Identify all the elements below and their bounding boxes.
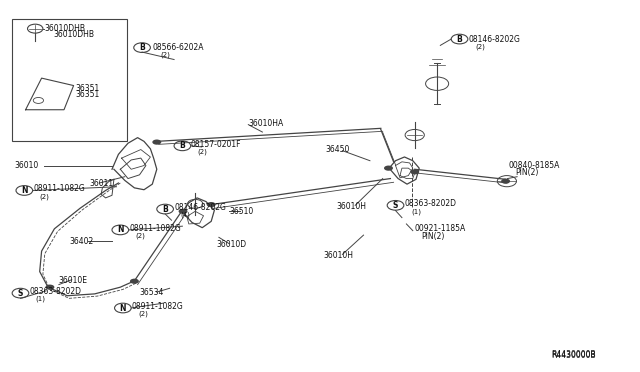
Text: 36010DHB: 36010DHB — [45, 24, 86, 33]
Text: (1): (1) — [36, 296, 46, 302]
Text: (2): (2) — [197, 148, 207, 155]
Text: 36534: 36534 — [140, 288, 164, 296]
Circle shape — [410, 169, 419, 174]
Text: 08911-1082G: 08911-1082G — [33, 185, 85, 193]
Text: B: B — [180, 141, 185, 150]
Text: 08566-6202A: 08566-6202A — [152, 43, 204, 52]
Text: PIN(2): PIN(2) — [421, 232, 445, 241]
Text: 36010DHB: 36010DHB — [53, 30, 94, 39]
Text: R4430000B: R4430000B — [552, 350, 596, 359]
Circle shape — [152, 140, 161, 145]
Text: (2): (2) — [40, 193, 49, 200]
Text: N: N — [21, 186, 28, 195]
Text: N: N — [117, 225, 124, 234]
Text: 36010D: 36010D — [216, 240, 246, 249]
Text: 36011: 36011 — [90, 179, 114, 187]
Text: N: N — [120, 304, 126, 312]
Text: (2): (2) — [136, 232, 145, 239]
Text: 08911-1082G: 08911-1082G — [132, 302, 184, 311]
Text: 36351: 36351 — [76, 84, 100, 93]
Text: (2): (2) — [138, 311, 148, 317]
Text: 36010: 36010 — [14, 161, 38, 170]
Text: 36010H: 36010H — [336, 202, 366, 211]
Text: 36010E: 36010E — [59, 276, 88, 285]
Text: S: S — [393, 201, 398, 210]
Text: 00921-1185A: 00921-1185A — [415, 224, 466, 233]
Text: B: B — [140, 43, 145, 52]
Text: (2): (2) — [475, 43, 484, 50]
Text: 36010HA: 36010HA — [248, 119, 284, 128]
Text: 36510: 36510 — [229, 207, 253, 216]
Text: S: S — [18, 289, 23, 298]
Text: (2): (2) — [160, 52, 170, 58]
Circle shape — [130, 279, 139, 284]
Text: 36351: 36351 — [76, 90, 100, 99]
Text: 08146-8202G: 08146-8202G — [468, 35, 520, 44]
Text: B: B — [457, 35, 462, 44]
Text: PIN(2): PIN(2) — [515, 169, 539, 177]
Text: 08157-0201F: 08157-0201F — [191, 140, 241, 149]
Text: 36402: 36402 — [69, 237, 93, 246]
Circle shape — [501, 179, 510, 184]
Text: 00840-8185A: 00840-8185A — [509, 161, 560, 170]
Text: 08363-8202D: 08363-8202D — [29, 287, 81, 296]
Circle shape — [384, 166, 393, 171]
Text: 08363-8202D: 08363-8202D — [404, 199, 456, 208]
Circle shape — [179, 209, 188, 214]
Circle shape — [45, 285, 54, 290]
Text: (4): (4) — [180, 212, 190, 218]
Text: 36010H: 36010H — [323, 251, 353, 260]
Text: 36450: 36450 — [325, 145, 349, 154]
Text: 08911-1082G: 08911-1082G — [129, 224, 181, 233]
Text: 08146-8202G: 08146-8202G — [174, 203, 226, 212]
Text: B: B — [163, 205, 168, 214]
Text: (1): (1) — [411, 208, 421, 215]
Text: R4430000B: R4430000B — [552, 351, 596, 360]
Circle shape — [207, 202, 216, 207]
